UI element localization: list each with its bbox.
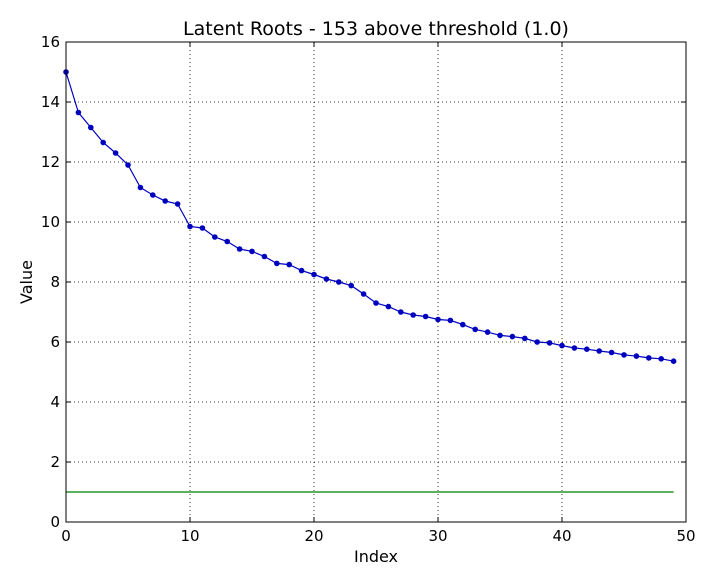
data-point — [658, 356, 665, 362]
data-point — [522, 335, 528, 342]
y-tick-label: 16 — [41, 33, 60, 51]
x-axis-label: Index — [354, 547, 398, 566]
data-point — [435, 316, 441, 323]
data-point — [472, 326, 479, 333]
data-point — [336, 279, 342, 285]
x-tick-label: 10 — [180, 527, 199, 545]
y-tick-label: 6 — [50, 333, 60, 351]
data-point — [199, 225, 206, 231]
data-point — [249, 248, 255, 255]
data-point — [112, 150, 119, 156]
data-point — [212, 234, 218, 240]
data-point — [584, 346, 590, 353]
data-point — [410, 312, 417, 318]
latent-roots-line — [65, 71, 674, 362]
data-point — [323, 276, 330, 282]
x-tick-label: 0 — [61, 527, 71, 545]
x-tick-label: 40 — [552, 527, 571, 545]
data-point — [137, 184, 144, 191]
data-point — [633, 353, 640, 359]
data-point — [360, 291, 367, 297]
data-point — [298, 267, 305, 274]
data-point — [174, 201, 181, 207]
axis-ticks: 0 10 20 30 40 50 0 2 4 6 8 10 12 14 16 — [41, 33, 696, 545]
y-tick-label: 12 — [41, 153, 60, 171]
data-point — [398, 309, 404, 315]
data-point — [187, 223, 193, 230]
x-tick-label: 20 — [304, 527, 323, 545]
data-point — [670, 358, 677, 365]
data-point — [534, 339, 541, 345]
data-point — [608, 349, 615, 356]
data-point — [497, 332, 503, 339]
y-tick-label: 4 — [50, 393, 60, 411]
y-tick-label: 8 — [50, 273, 60, 291]
data-point — [571, 345, 578, 351]
y-axis-label: Value — [17, 260, 36, 304]
data-point — [236, 246, 243, 252]
data-point — [150, 192, 156, 198]
y-tick-label: 2 — [50, 453, 60, 471]
data-point — [385, 303, 392, 310]
data-point — [422, 313, 429, 320]
series-layer — [63, 69, 677, 493]
data-point — [447, 317, 454, 324]
data-point — [224, 238, 230, 245]
data-point — [546, 340, 553, 346]
data-point — [373, 300, 379, 306]
grid-lines — [66, 42, 686, 522]
data-point — [286, 261, 293, 268]
data-point — [509, 333, 516, 340]
data-point — [311, 271, 317, 278]
data-point — [75, 109, 82, 116]
data-point — [596, 348, 603, 354]
data-point — [484, 329, 491, 335]
data-point — [460, 321, 466, 328]
y-tick-label: 14 — [41, 93, 60, 111]
data-point — [621, 352, 627, 358]
data-point — [559, 342, 565, 349]
data-point — [100, 139, 106, 146]
data-point — [125, 162, 131, 168]
x-tick-label: 50 — [676, 527, 695, 545]
data-point — [348, 282, 355, 289]
chart-title: Latent Roots - 153 above threshold (1.0) — [183, 18, 569, 40]
data-point — [162, 198, 168, 204]
x-tick-label: 30 — [428, 527, 447, 545]
data-point — [261, 253, 268, 260]
data-point — [274, 260, 280, 267]
y-tick-label: 10 — [41, 213, 60, 231]
data-point — [88, 124, 94, 131]
data-point — [646, 355, 652, 361]
y-tick-label: 0 — [50, 513, 60, 531]
